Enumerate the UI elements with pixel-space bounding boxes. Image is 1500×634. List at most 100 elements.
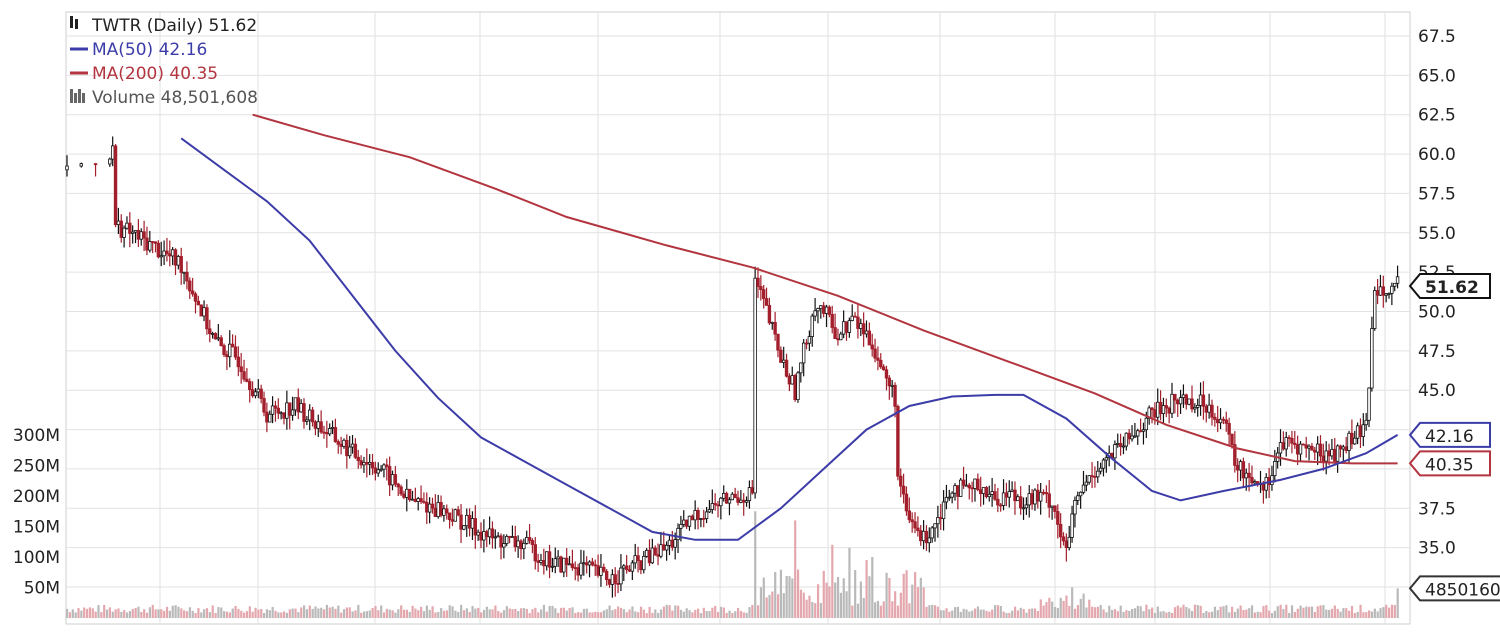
- candle-body: [801, 342, 806, 364]
- candle-body: [390, 474, 395, 486]
- volume-bar: [694, 609, 697, 618]
- volume-bar: [322, 609, 326, 618]
- volume-bar: [1382, 607, 1385, 618]
- volume-bar: [651, 612, 654, 618]
- candle-body: [673, 539, 677, 548]
- volume-bar: [1162, 611, 1165, 618]
- candle-body: [1184, 394, 1188, 405]
- candle-body: [1150, 407, 1154, 411]
- candle-body: [136, 229, 141, 240]
- candle-body: [567, 563, 572, 566]
- candle-body: [225, 354, 229, 358]
- volume-bar: [1370, 611, 1374, 618]
- candle-body: [216, 337, 221, 340]
- candle-body: [1293, 442, 1297, 445]
- candle-body: [684, 519, 689, 527]
- candle-body: [253, 391, 258, 397]
- volume-bar: [548, 605, 551, 618]
- volume-bar: [80, 610, 83, 618]
- volume-bar: [582, 608, 586, 618]
- candle-body: [936, 517, 940, 525]
- volume-bar: [285, 612, 289, 618]
- volume-bar: [671, 610, 674, 618]
- volume-bar: [1276, 606, 1279, 618]
- volume-bar: [617, 606, 620, 618]
- candle-body: [1178, 397, 1183, 405]
- volume-bar: [1319, 605, 1322, 618]
- candle-body: [1370, 328, 1374, 389]
- candle-body: [713, 503, 717, 506]
- volume-bar: [1088, 599, 1091, 618]
- volume-bar: [183, 610, 186, 618]
- volume-bar: [177, 606, 180, 618]
- candle-body: [228, 343, 232, 358]
- candle-body: [993, 491, 997, 500]
- candle-body: [976, 478, 980, 491]
- candle-body: [179, 256, 183, 273]
- volume-bar: [908, 603, 911, 618]
- volume-bar: [1359, 604, 1362, 618]
- volume-bar: [697, 608, 700, 618]
- volume-bar: [385, 608, 388, 618]
- volume-bar: [1068, 605, 1071, 618]
- volume-bar: [171, 605, 174, 618]
- candle-body: [285, 402, 289, 419]
- volume-bar: [985, 610, 988, 618]
- volume-bar: [554, 608, 557, 618]
- volume-bar: [428, 609, 431, 618]
- volume-bar: [394, 612, 397, 618]
- candle-body: [1084, 481, 1089, 486]
- volume-bar: [1073, 608, 1077, 618]
- volume-bar: [634, 611, 637, 618]
- candle-body: [550, 565, 555, 568]
- volume-bar: [859, 581, 862, 618]
- candle-body: [1153, 409, 1157, 418]
- volume-bar: [474, 608, 477, 618]
- volume-bar: [885, 572, 888, 618]
- volume-bar: [294, 608, 297, 618]
- candle-body: [510, 536, 515, 538]
- volume-bar: [165, 606, 169, 618]
- volume-bar: [1082, 593, 1085, 618]
- volume-bar: [1328, 609, 1331, 618]
- volume-bar: [517, 611, 520, 618]
- volume-bar: [519, 608, 523, 618]
- volume-bar: [208, 612, 211, 618]
- volume-bar: [1119, 605, 1122, 618]
- candle-body: [273, 405, 278, 409]
- volume-bar: [1159, 611, 1162, 618]
- candle-body: [493, 536, 497, 539]
- candle-body: [1284, 437, 1288, 450]
- volume-bar: [551, 605, 554, 618]
- volume-bar: [1302, 607, 1305, 618]
- volume-bar: [934, 605, 937, 618]
- volume-bar: [534, 607, 537, 618]
- volume-bar: [191, 610, 194, 618]
- price-tick-label: 47.5: [1418, 342, 1456, 362]
- candle-body: [1324, 450, 1328, 462]
- candle-body: [210, 332, 215, 335]
- candle-body: [476, 531, 480, 536]
- volume-bar: [734, 611, 737, 618]
- candle-body: [1227, 423, 1231, 435]
- volume-bar: [1316, 606, 1319, 618]
- volume-bar: [280, 612, 283, 618]
- volume-bar: [1265, 605, 1268, 618]
- candle-body: [1170, 393, 1174, 414]
- volume-bar: [657, 612, 660, 618]
- volume-bar: [1205, 611, 1208, 618]
- volume-bar: [1305, 606, 1308, 618]
- volume-bars-icon: [70, 89, 73, 103]
- candle-body: [873, 348, 877, 359]
- candlestick-icon: [70, 16, 73, 28]
- candle-body: [784, 359, 789, 377]
- volume-bar: [628, 609, 631, 618]
- volume-bar: [1125, 610, 1128, 618]
- candle-body: [1124, 432, 1129, 447]
- volume-bar: [719, 606, 723, 618]
- volume-bar: [619, 607, 623, 618]
- volume-bar: [1325, 609, 1328, 618]
- candle-body: [1341, 446, 1346, 450]
